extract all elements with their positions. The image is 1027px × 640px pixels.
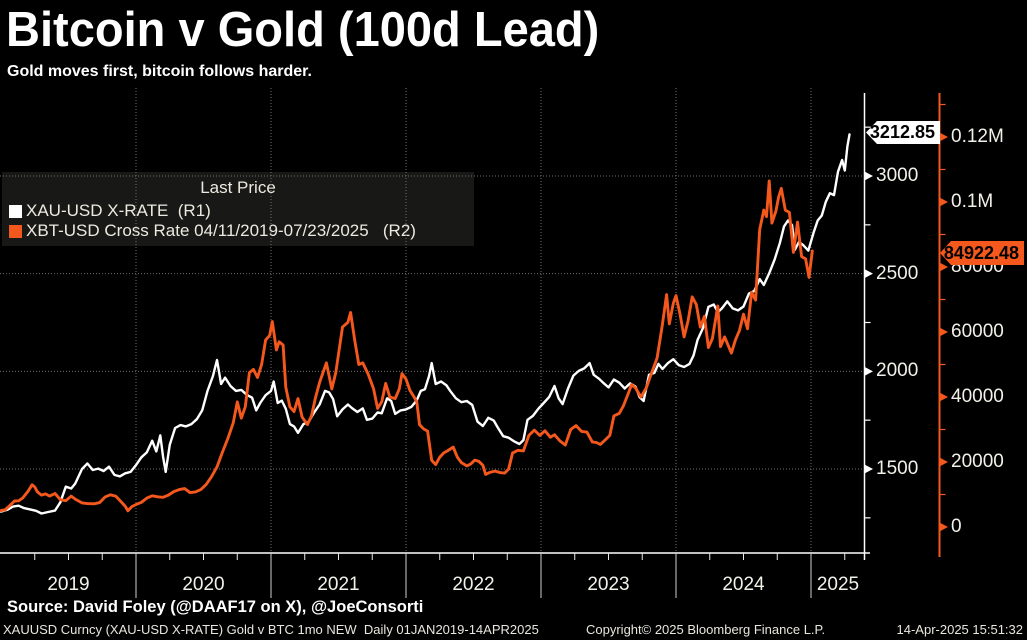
timestamp: 14-Apr-2025 15:51:32 bbox=[896, 622, 1023, 637]
x-axis-year-label: 2021 bbox=[317, 574, 360, 595]
gold-axis-tick-label: 2500 bbox=[876, 262, 919, 284]
btc-axis-tick-label: 20000 bbox=[951, 451, 1004, 472]
x-axis-year-label: 2024 bbox=[722, 574, 765, 595]
axes-layer bbox=[0, 93, 941, 560]
security-description: XAUUSD Curncy (XAU-USD X-RATE) Gold v BT… bbox=[3, 622, 539, 637]
legend-item-label: XAU-USD X-RATE (R1) bbox=[26, 201, 211, 220]
legend-item-xau-usd[interactable]: XAU-USD X-RATE (R1) bbox=[9, 201, 211, 221]
btc-axis-ticks bbox=[939, 103, 948, 532]
btc-axis-tick-label: 0 bbox=[951, 516, 962, 537]
legend-item-label: XBT-USD Cross Rate 04/11/2019-07/23/2025… bbox=[26, 221, 416, 240]
x-axis-year-label: 2019 bbox=[47, 574, 90, 595]
btc-axis-tick-label: 0.12M bbox=[951, 126, 1004, 147]
x-axis-year-label: 2025 bbox=[816, 574, 860, 595]
btc-axis-tick-label: 60000 bbox=[951, 321, 1004, 342]
source-attribution: Source: David Foley (@DAAF17 on X), @Joe… bbox=[7, 598, 424, 616]
btc-axis-tick-label: 0.1M bbox=[951, 191, 994, 212]
grid-layer bbox=[0, 88, 865, 553]
legend-item-xbt-usd[interactable]: XBT-USD Cross Rate 04/11/2019-07/23/2025… bbox=[9, 221, 416, 241]
legend-heading: Last Price bbox=[200, 178, 276, 197]
gold-axis-tick-label: 2000 bbox=[876, 360, 919, 382]
x-axis-year-label: 2023 bbox=[587, 574, 630, 595]
x-axis-year-label: 2022 bbox=[452, 574, 495, 595]
btc-series-swatch-icon bbox=[9, 224, 22, 238]
status-bar: XAUUSD Curncy (XAU-USD X-RATE) Gold v BT… bbox=[0, 620, 1027, 640]
gold-axis-tick-label: 1500 bbox=[876, 458, 919, 479]
btc-last-price-flag: 84922.48 bbox=[940, 241, 1024, 265]
gold-series-swatch-icon bbox=[9, 204, 22, 218]
page-subtitle: Gold moves first, bitcoin follows harder… bbox=[7, 63, 312, 80]
btc-axis-tick-label: 40000 bbox=[951, 386, 1004, 407]
x-axis-year-label: 2020 bbox=[182, 574, 225, 595]
gold-axis-ticks bbox=[864, 126, 873, 519]
gold-last-price-flag: 3212.85 bbox=[866, 121, 940, 144]
gold-axis-tick-label: 3000 bbox=[876, 165, 919, 186]
page-title: Bitcoin v Gold (100d Lead) bbox=[6, 3, 600, 57]
copyright-notice: Copyright© 2025 Bloomberg Finance L.P. bbox=[586, 622, 826, 637]
